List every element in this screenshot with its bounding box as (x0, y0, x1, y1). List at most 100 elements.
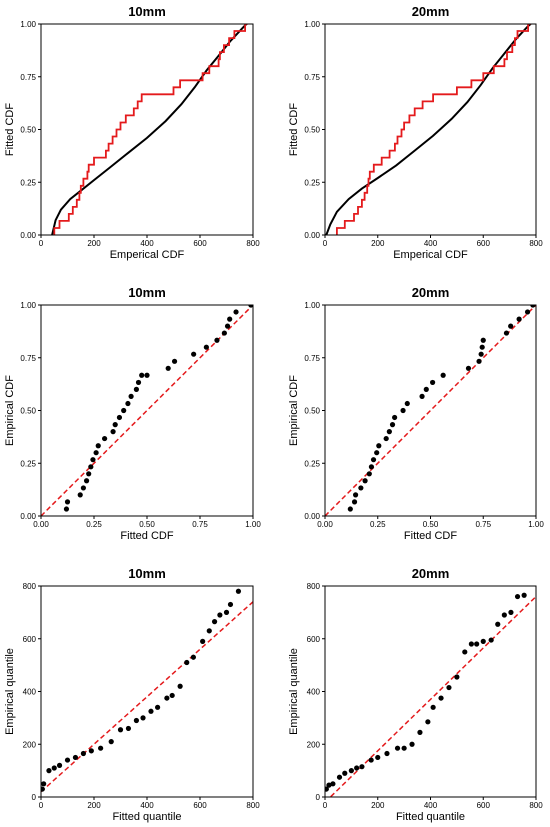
scatter-point (227, 601, 234, 608)
scatter-point (83, 478, 90, 484)
scatter-point (394, 745, 401, 751)
chart-panel-1: 10mm 0 200 400 600 800 0.00 0.25 0.50 0.75 1.00 Emp… (4, 4, 260, 261)
y-tick-label: 1.00 (304, 20, 320, 29)
scatter-point (88, 748, 94, 754)
scatter-point (430, 379, 436, 386)
scatter-point (165, 365, 171, 371)
plot-area (325, 24, 532, 235)
scatter-point (125, 725, 132, 732)
scatter-point (488, 637, 494, 643)
y-tick-label: 0.50 (304, 126, 320, 135)
scatter-point (233, 309, 239, 315)
scatter-point (217, 612, 223, 618)
scatter-point (88, 464, 94, 470)
scatter-point (325, 786, 329, 792)
chart-title: 20mm (412, 285, 450, 300)
y-tick-label: 0.00 (20, 231, 36, 240)
scatter-point (121, 407, 127, 414)
y-tick-label: 800 (23, 582, 37, 591)
scatter-point (135, 379, 142, 386)
scatter-point (348, 768, 354, 774)
scatter-point (206, 628, 212, 634)
scatter-point (98, 745, 104, 751)
chart-panel-5: 10mm 0 200 400 600 800 0 200 400 600 800 Fitted qua… (4, 566, 260, 823)
scatter-point (370, 457, 377, 463)
scatter-point (404, 400, 410, 407)
y-tick-label: 0.75 (20, 73, 36, 82)
scatter-point (235, 588, 242, 594)
x-tick-label: 1.00 (528, 520, 544, 529)
x-tick-label: 0.50 (139, 520, 155, 529)
plot-area (325, 592, 536, 797)
y-tick-label: 0.25 (304, 178, 320, 187)
scatter-point (438, 695, 444, 701)
scatter-point (102, 435, 108, 442)
scatter-point (462, 649, 468, 655)
y-tick-label: 1.00 (304, 301, 320, 310)
scatter-point (221, 330, 227, 336)
scatter-point (155, 704, 161, 710)
scatter-point (495, 621, 501, 627)
x-tick-label: 0 (323, 239, 328, 248)
scatter-point (347, 506, 353, 512)
y-tick-label: 0.00 (304, 231, 320, 240)
y-tick-label: 600 (307, 635, 321, 644)
y-tick-label: 0.50 (304, 407, 320, 416)
scatter-point (386, 429, 392, 435)
scatter-point (389, 422, 396, 428)
scatter-point (51, 765, 57, 771)
scatter-point (148, 708, 154, 714)
chart-panel-2: 20mm 0 200 400 600 800 0.00 0.25 0.50 0.75 1.00 Emp… (288, 4, 543, 261)
plot-area (51, 24, 248, 235)
scatter-point (133, 386, 139, 392)
scatter-point (514, 593, 521, 600)
plot-area (41, 588, 253, 793)
chart-panel-4: 20mm 0.00 0.25 0.50 0.75 1.00 0.00 0.25 0.50 0.75… (288, 285, 544, 542)
y-tick-label: 0.00 (304, 512, 320, 521)
y-axis-label: Empirical CDF (4, 375, 16, 446)
x-tick-label: 200 (87, 239, 101, 248)
scatter-point (139, 372, 145, 378)
scatter-point (93, 450, 99, 456)
scatter-point (125, 400, 131, 407)
x-tick-label: 0.25 (86, 520, 102, 529)
reference-line (325, 305, 536, 516)
chart-title: 10mm (128, 4, 166, 19)
y-tick-label: 1.00 (20, 301, 36, 310)
scatter-point (352, 492, 359, 498)
y-tick-label: 200 (23, 740, 37, 749)
x-tick-label: 400 (424, 239, 438, 248)
y-tick-label: 1.00 (20, 20, 36, 29)
x-tick-label: 200 (87, 801, 101, 810)
y-tick-label: 0.50 (20, 126, 36, 135)
scatter-point (366, 471, 372, 477)
scatter-point (423, 386, 429, 392)
scatter-point (374, 450, 380, 456)
scatter-point (530, 305, 536, 308)
x-tick-label: 0.00 (33, 520, 49, 529)
scatter-point (468, 641, 474, 647)
y-tick-label: 400 (23, 688, 37, 697)
scatter-point (521, 592, 527, 598)
scatter-point (227, 316, 233, 322)
scatter-point (351, 499, 358, 505)
x-tick-label: 0 (323, 801, 328, 810)
scatter-point (144, 372, 150, 378)
scatter-point (77, 492, 83, 498)
x-tick-label: 800 (246, 801, 260, 810)
x-tick-label: 800 (529, 801, 543, 810)
scatter-point (503, 330, 510, 336)
x-tick-label: 400 (140, 801, 154, 810)
y-tick-label: 200 (307, 740, 321, 749)
empirical-cdf-step (53, 24, 248, 235)
scatter-point (384, 750, 390, 757)
y-tick-label: 0.00 (20, 512, 36, 521)
chart-title: 10mm (128, 566, 166, 581)
x-tick-label: 0.75 (192, 520, 208, 529)
scatter-point (430, 704, 436, 710)
x-tick-label: 0.25 (370, 520, 386, 529)
scatter-point (63, 506, 70, 512)
scatter-point (476, 358, 482, 364)
scatter-point (480, 638, 486, 644)
